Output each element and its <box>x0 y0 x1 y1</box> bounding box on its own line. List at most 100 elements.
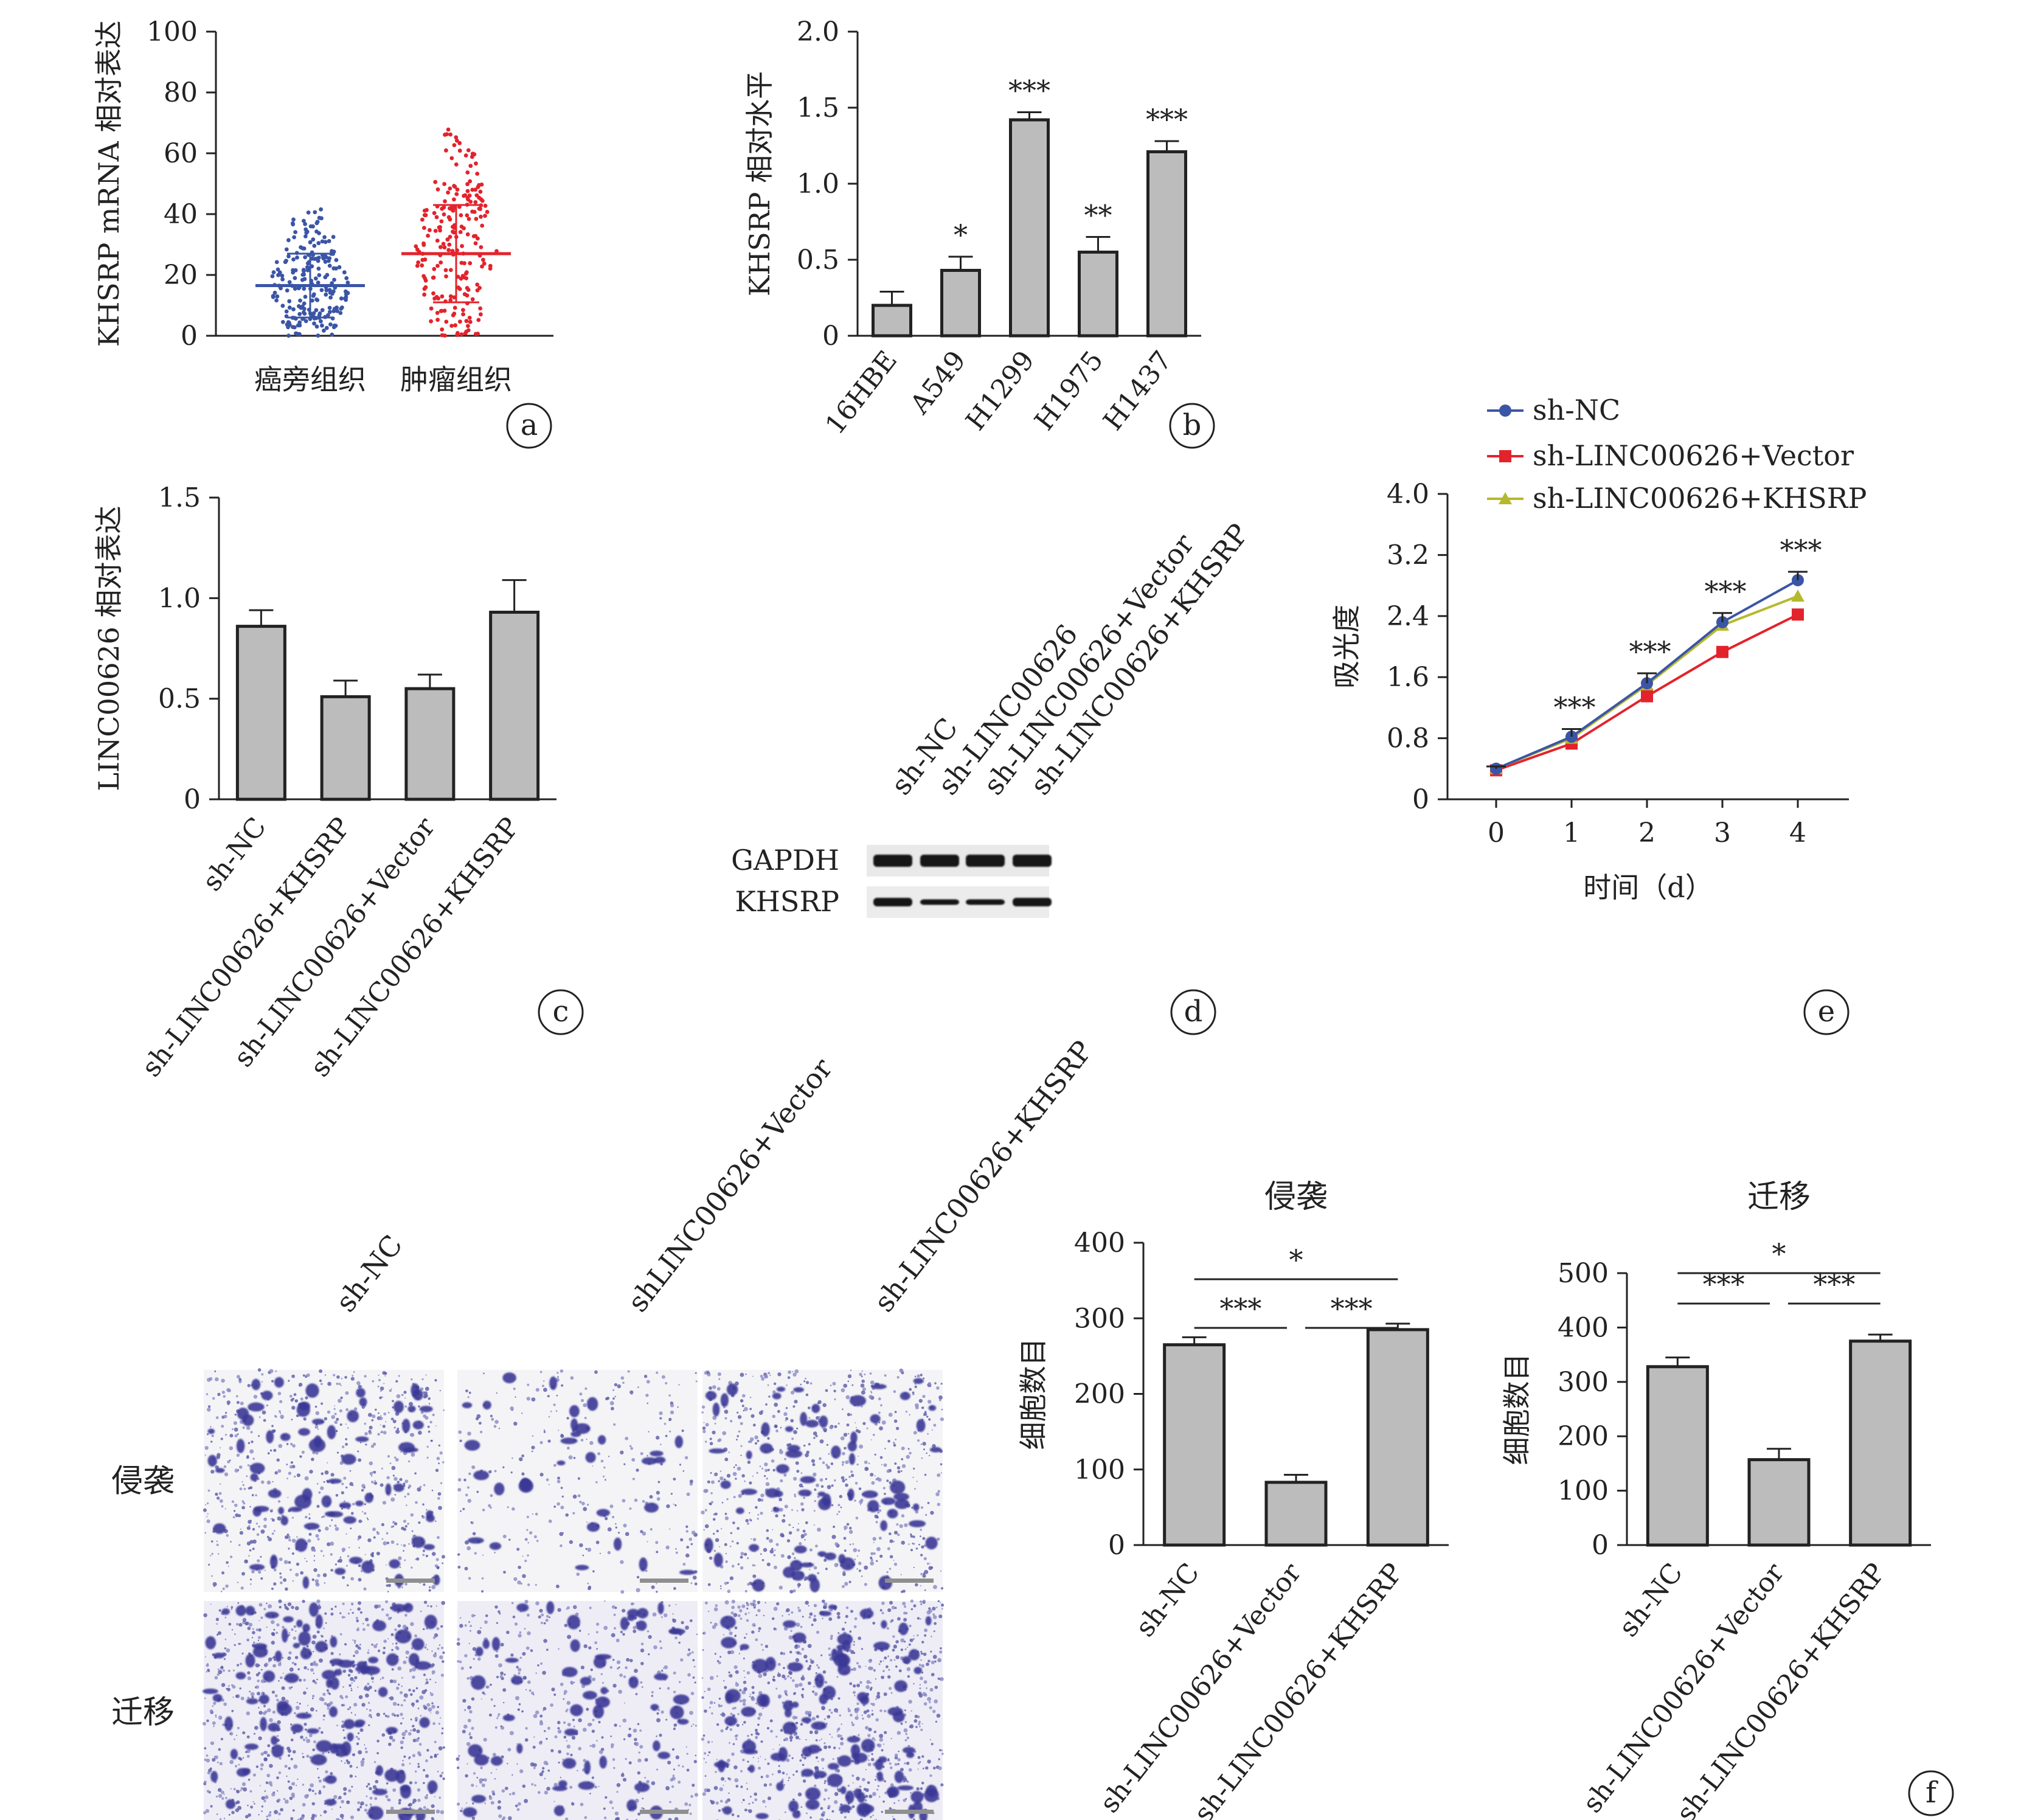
a-dot <box>280 304 285 308</box>
m-stain-dot <box>640 1452 643 1456</box>
a-dot <box>458 230 463 234</box>
m-stain-dot <box>291 1516 294 1519</box>
m-stain-dot <box>385 1788 387 1790</box>
m-stain-dot <box>800 1754 804 1757</box>
m-stain-dot <box>358 1535 362 1539</box>
m-stain-dot <box>674 1636 678 1640</box>
m-stain-dot <box>335 1527 339 1531</box>
m-stain-dot <box>930 1650 932 1653</box>
m-stain-dot <box>577 1770 578 1772</box>
m-stain-dot <box>347 1708 349 1711</box>
m-stain-dot <box>916 1481 918 1482</box>
m-stain-dot <box>642 1807 645 1810</box>
m-stain-dot <box>842 1451 845 1456</box>
m-stain-dot <box>865 1685 870 1689</box>
m-stain-dot <box>290 1461 294 1464</box>
m-stain-dot <box>766 1478 768 1480</box>
m-stain-dot <box>852 1543 855 1545</box>
m-stain-dot <box>620 1450 624 1454</box>
m-stain-dot <box>291 1686 293 1689</box>
a-dot <box>324 288 329 293</box>
m-stain-dot <box>610 1735 612 1737</box>
b-y-axis-label: KHSRP 相对水平 <box>743 71 776 296</box>
m-stain-dot <box>397 1666 402 1671</box>
m-stain-dot <box>291 1419 293 1421</box>
m-stain-dot <box>913 1635 915 1637</box>
m-stain-dot <box>277 1662 282 1667</box>
m-stain-dot <box>212 1397 215 1400</box>
m-stain-dot <box>802 1675 805 1677</box>
m-stain-dot <box>537 1664 539 1667</box>
m-stain-dot <box>926 1452 927 1454</box>
m-stain-dot <box>746 1603 750 1606</box>
m-stain-dot <box>932 1709 936 1714</box>
m-stain-dot <box>919 1761 921 1763</box>
m-stain-dot <box>749 1518 752 1521</box>
m-stain-dot <box>895 1426 900 1430</box>
m-stain-dot <box>829 1733 831 1735</box>
m-stain-dot <box>211 1552 213 1555</box>
m-stain-dot <box>435 1681 437 1683</box>
a-dot <box>439 219 444 224</box>
m-stain-dot <box>316 1630 320 1634</box>
m-stain-dot <box>304 1557 306 1560</box>
m-stain-dot <box>251 1636 254 1639</box>
m-stain-dot <box>391 1648 393 1652</box>
m-stain-dot <box>291 1661 294 1664</box>
a-dot <box>328 310 332 314</box>
m-stain-cell <box>575 1565 589 1571</box>
m-stain-dot <box>558 1648 560 1650</box>
m-stain-dot <box>330 1613 334 1616</box>
m-stain-dot <box>527 1542 529 1544</box>
m-stain-dot <box>240 1528 241 1530</box>
m-stain-dot <box>620 1376 625 1380</box>
m-stain-dot <box>400 1451 402 1453</box>
m-stain-dot <box>214 1370 217 1372</box>
m-stain-dot <box>513 1577 518 1582</box>
m-stain-dot <box>767 1681 771 1684</box>
m-stain-dot <box>266 1754 270 1757</box>
m-stain-cell <box>412 1420 424 1429</box>
m-scale-bar <box>885 1579 934 1583</box>
m-stain-dot <box>601 1736 604 1739</box>
m-stain-dot <box>476 1777 479 1779</box>
m-stain-dot <box>909 1638 913 1642</box>
m-stain-cell <box>811 1404 820 1413</box>
m-stain-dot <box>739 1700 743 1703</box>
m-stain-cell <box>385 1483 392 1496</box>
m-stain-cell <box>794 1545 807 1554</box>
m-stain-dot <box>570 1681 574 1684</box>
m-stain-dot <box>556 1372 559 1374</box>
m-stain-dot <box>827 1797 830 1800</box>
m-stain-dot <box>366 1812 369 1815</box>
a-dot <box>328 295 333 300</box>
m-stain-dot <box>871 1709 873 1712</box>
m-stain-dot <box>219 1762 223 1766</box>
m-stain-dot <box>868 1462 870 1465</box>
m-stain-dot <box>567 1634 572 1639</box>
m-stain-dot <box>905 1411 908 1413</box>
m-stain-dot <box>921 1457 923 1459</box>
m-stain-dot <box>713 1702 716 1704</box>
m-stain-dot <box>794 1400 798 1404</box>
m-stain-dot <box>206 1759 210 1763</box>
m-stain-dot <box>772 1390 776 1394</box>
m-stain-dot <box>659 1647 663 1650</box>
e-legend-label: sh-LINC00626+Vector <box>1533 439 1854 472</box>
m-stain-dot <box>316 1452 319 1455</box>
m-stain-dot <box>497 1805 502 1810</box>
m-stain-dot <box>261 1669 263 1671</box>
m-stain-dot <box>400 1704 403 1707</box>
m-stain-dot <box>792 1774 795 1776</box>
m-stain-dot <box>584 1387 588 1390</box>
m-stain-dot <box>557 1476 560 1480</box>
m-stain-dot <box>354 1676 358 1679</box>
m-stain-dot <box>864 1467 869 1471</box>
m-stain-dot <box>921 1781 924 1785</box>
m-stain-dot <box>393 1426 396 1429</box>
m-stain-dot <box>352 1502 355 1506</box>
m-stain-dot <box>350 1815 355 1819</box>
m-stain-dot <box>713 1622 718 1627</box>
m-stain-dot <box>781 1534 785 1538</box>
m-stain-dot <box>239 1530 243 1535</box>
